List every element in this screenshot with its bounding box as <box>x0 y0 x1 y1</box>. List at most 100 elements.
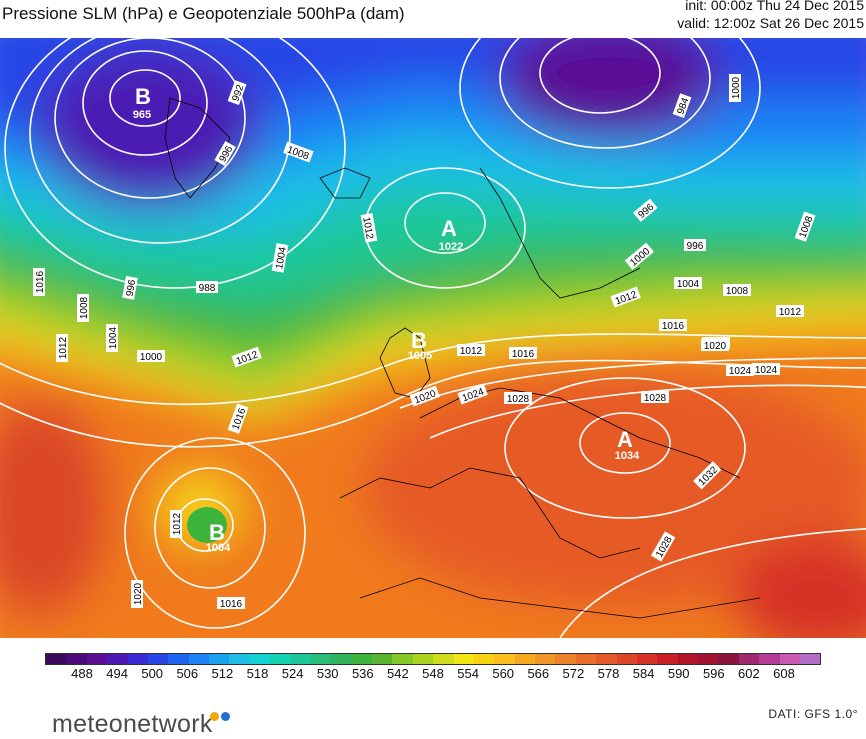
isobar-label: 1020 <box>131 580 144 608</box>
colorbar-tick-label: 488 <box>71 666 93 681</box>
colorbar-swatch <box>473 654 495 664</box>
center-letter: B <box>209 520 225 545</box>
colorbar-swatch <box>209 654 230 664</box>
colorbar-tick-label: 506 <box>176 666 199 681</box>
map-title: Pressione SLM (hPa) e Geopotenziale 500h… <box>2 4 405 23</box>
colorbar-swatch <box>188 654 209 664</box>
colorbar-tick-label: 554 <box>457 666 479 681</box>
isobar-value: 1016 <box>35 270 46 293</box>
colorbar-swatch <box>249 654 271 664</box>
isobar-label: 1004 <box>271 242 289 273</box>
colorbar-tick-label: 578 <box>597 666 620 681</box>
isobar-label: 1016 <box>217 597 245 610</box>
center-letter: B <box>411 328 427 353</box>
isobar-label: 1012 <box>360 212 378 243</box>
isobar-label: 1016 <box>33 268 46 296</box>
colorbar-swatch <box>799 654 821 664</box>
isobar-value: 1020 <box>133 582 144 605</box>
isobar-label: 1012 <box>170 510 183 538</box>
colorbar-swatch <box>514 654 535 664</box>
isobar-label: 1008 <box>723 284 751 297</box>
isobar-value: 1016 <box>512 349 535 360</box>
isobar-label: 1004 <box>106 324 119 352</box>
colorbar-swatch <box>310 654 332 664</box>
colorbar-tick-label: 530 <box>316 666 339 681</box>
colorbar-tick-label: 542 <box>387 666 409 681</box>
colorbar-tick-label: 536 <box>351 666 374 681</box>
colorbar-tick-label: 572 <box>562 666 585 681</box>
colorbar-tick-label: 602 <box>738 666 760 681</box>
colorbar-swatch <box>779 654 800 664</box>
colorbar-swatch <box>290 654 311 664</box>
colorbar-swatch <box>657 654 678 664</box>
colorbar-swatch <box>168 654 189 664</box>
colorbar-swatch <box>229 654 250 664</box>
colorbar-swatch <box>636 654 658 664</box>
colorbar-swatch <box>759 654 780 664</box>
isobar-label: 1016 <box>509 347 537 360</box>
colorbar-tick-label: 608 <box>773 666 795 681</box>
valid-time: valid: 12:00z Sat 26 Dec 2015 <box>677 15 864 31</box>
isobar-value: 1016 <box>220 599 243 610</box>
isobar-label: 1024 <box>752 363 780 376</box>
colorbar-swatch <box>433 654 454 664</box>
isobar-label: 996 <box>122 275 138 300</box>
isobar-value: 1008 <box>79 296 90 319</box>
isobar-value: 1024 <box>729 366 752 377</box>
center-letter: B <box>135 84 151 109</box>
isobar-label: 1012 <box>776 305 804 318</box>
geopotential-field <box>0 38 866 638</box>
isobar-value: 1020 <box>704 341 727 352</box>
isobar-label: 996 <box>684 239 706 252</box>
colorbar-tick-label: 524 <box>281 666 304 681</box>
colorbar-swatch <box>535 654 556 664</box>
colorbar-swatch <box>372 654 393 664</box>
colorbar-swatch <box>698 654 719 664</box>
center-letter: A <box>441 216 457 241</box>
isobar-value: 1004 <box>108 326 119 349</box>
low-core-patch <box>187 507 227 543</box>
isobar-value: 1024 <box>755 365 778 376</box>
colorbar-tick-label: 596 <box>702 666 725 681</box>
colorbar-swatch <box>453 654 474 664</box>
isobar-value: 1028 <box>507 394 530 405</box>
isobar-value: 1000 <box>140 352 163 363</box>
init-time: init: 00:00z Thu 24 Dec 2015 <box>685 0 864 13</box>
isobar-value: 1000 <box>731 76 742 99</box>
isobars <box>0 38 866 638</box>
isobar-value: 996 <box>687 241 704 252</box>
colorbar-swatch <box>147 654 169 664</box>
colorbar-tick-label: 584 <box>632 666 655 681</box>
colorbar-tick-label: 494 <box>106 666 128 681</box>
logo-dot-blue <box>221 712 230 721</box>
data-source: DATI: GFS 1.0° <box>768 707 858 721</box>
isobar-value: 1028 <box>644 393 667 404</box>
isobar-label: 1000 <box>137 350 165 363</box>
isobar-label: 1016 <box>659 319 687 332</box>
logo-text: meteonetwork <box>52 710 213 738</box>
center-value: 965 <box>133 109 151 121</box>
isobar-value: 1012 <box>58 336 69 359</box>
isobar-value: 1012 <box>779 307 802 318</box>
colorbar-swatch <box>331 654 352 664</box>
colorbar-swatch <box>412 654 434 664</box>
isobar-label: 1020 <box>701 339 729 352</box>
isobar-label: 1028 <box>641 391 669 404</box>
colorbar-swatch <box>107 654 128 664</box>
colorbar-tick-label: 500 <box>141 666 164 681</box>
isobar-label: 1024 <box>726 364 754 377</box>
logo-dot-orange <box>210 712 219 721</box>
isobar-label: 1008 <box>77 294 90 322</box>
colorbar-swatch <box>555 654 576 664</box>
meteonetwork-logo: meteonetwork <box>52 710 230 739</box>
isobar-value: 1004 <box>677 279 700 290</box>
center-value: 1034 <box>615 450 640 462</box>
colorbar-swatch <box>127 654 148 664</box>
isobar-value: 988 <box>199 283 216 294</box>
isobar-value: 1008 <box>726 286 749 297</box>
colorbar-swatch <box>677 654 698 664</box>
colorbar-swatch <box>718 654 739 664</box>
center-value: 1005 <box>408 350 432 362</box>
colorbar-tick-label: 560 <box>492 666 515 681</box>
colorbar-tick-label: 518 <box>246 666 269 681</box>
